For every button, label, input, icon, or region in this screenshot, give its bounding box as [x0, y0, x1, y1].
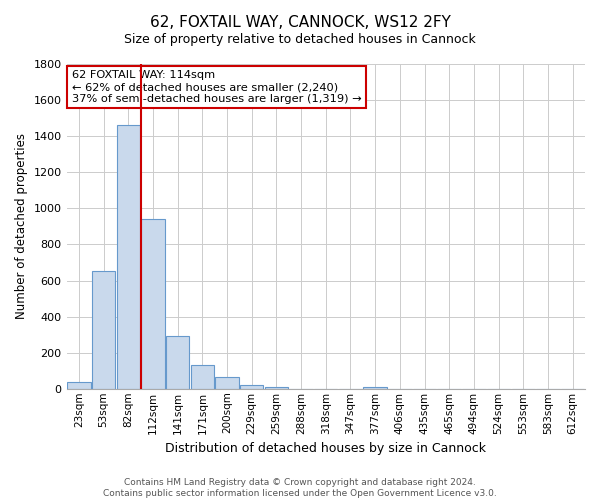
Bar [364, 387, 387, 389]
X-axis label: Distribution of detached houses by size in Cannock: Distribution of detached houses by size … [165, 442, 486, 455]
Bar [92, 272, 115, 389]
Text: Size of property relative to detached houses in Cannock: Size of property relative to detached ho… [124, 32, 476, 46]
Text: Contains HM Land Registry data © Crown copyright and database right 2024.
Contai: Contains HM Land Registry data © Crown c… [103, 478, 497, 498]
Bar [141, 219, 164, 389]
Bar [191, 366, 214, 389]
Bar [67, 382, 91, 389]
Bar [240, 385, 263, 389]
Bar [166, 336, 190, 389]
Text: 62 FOXTAIL WAY: 114sqm
← 62% of detached houses are smaller (2,240)
37% of semi-: 62 FOXTAIL WAY: 114sqm ← 62% of detached… [72, 70, 361, 104]
Bar [265, 387, 288, 389]
Y-axis label: Number of detached properties: Number of detached properties [15, 134, 28, 320]
Text: 62, FOXTAIL WAY, CANNOCK, WS12 2FY: 62, FOXTAIL WAY, CANNOCK, WS12 2FY [149, 15, 451, 30]
Bar [215, 377, 239, 389]
Bar [116, 126, 140, 389]
